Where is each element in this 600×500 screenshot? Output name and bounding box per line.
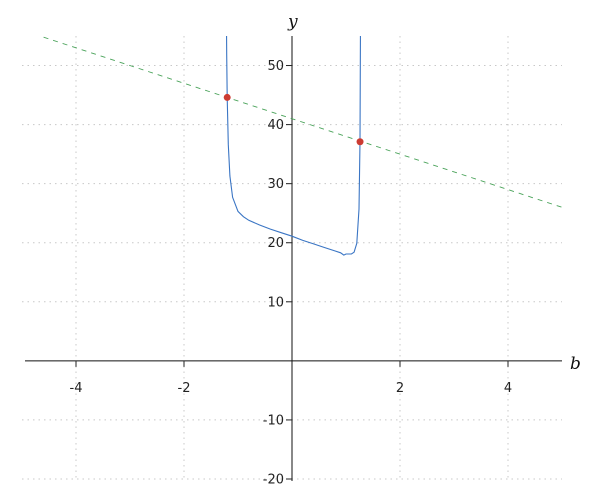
- y-tick-label: -20: [263, 473, 284, 488]
- ticks: -20 -10 10 20 30 40 50 -4 -2 2 4: [70, 59, 513, 487]
- curve-series: [226, 36, 361, 256]
- y-tick-label: 10: [267, 295, 284, 310]
- y-tick-label: -10: [263, 413, 284, 428]
- x-tick-label: 4: [504, 381, 512, 396]
- y-tick-label: 30: [267, 177, 284, 192]
- x-axis-label: b: [570, 354, 581, 374]
- y-tick-label: 50: [267, 59, 284, 74]
- y-tick-label: 40: [267, 118, 284, 133]
- x-tick-label: -2: [178, 381, 191, 396]
- intersection-point: [223, 93, 231, 101]
- series: [43, 36, 563, 256]
- axes: [25, 36, 562, 481]
- intersection-point: [356, 138, 364, 146]
- points: [223, 93, 364, 146]
- dashed-line-series: [43, 36, 563, 208]
- x-tick-label: -4: [70, 381, 83, 396]
- y-tick-label: 20: [267, 236, 284, 251]
- y-axis-label: y: [287, 12, 298, 32]
- x-tick-label: 2: [396, 381, 404, 396]
